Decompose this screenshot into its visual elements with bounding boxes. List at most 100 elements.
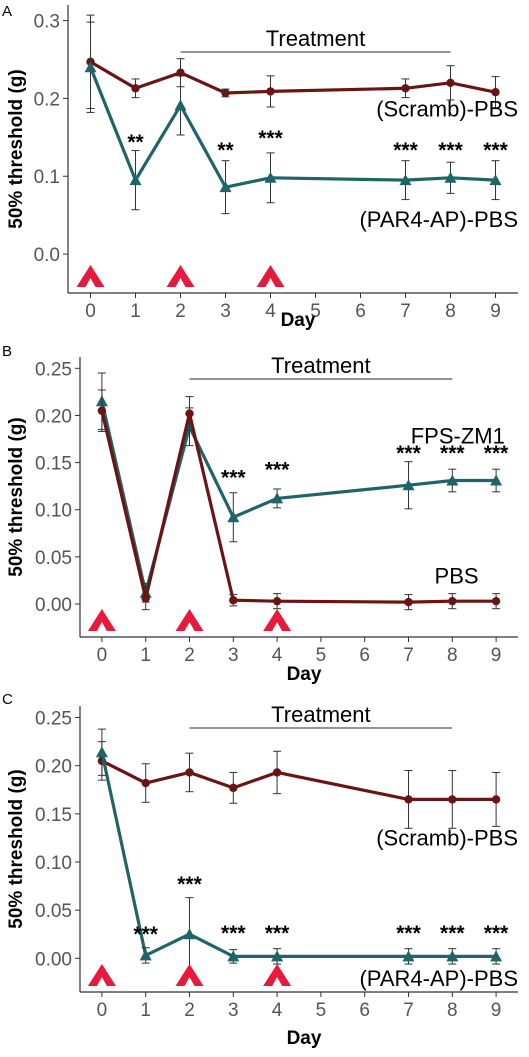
significance-label: *** (265, 922, 290, 945)
data-point (97, 406, 107, 415)
data-point (446, 78, 455, 88)
significance-label: *** (484, 442, 509, 465)
y-tick-label: 0.25 (35, 709, 72, 730)
data-point (183, 928, 196, 940)
y-tick-label: 0.3 (34, 12, 60, 33)
x-tick-label: 7 (403, 645, 414, 666)
data-point (176, 68, 185, 77)
x-tick-label: 0 (85, 301, 96, 322)
y-tick-label: 0.00 (35, 949, 72, 970)
data-point (446, 474, 459, 486)
data-point (141, 594, 150, 603)
data-point (219, 181, 232, 193)
data-point (266, 87, 275, 96)
y-tick-label: 0.2 (34, 89, 60, 110)
data-point (272, 768, 282, 777)
x-tick-label: 0 (97, 645, 108, 666)
data-point (139, 949, 152, 961)
x-tick-label: 9 (490, 301, 501, 322)
injection-arrow (87, 964, 116, 986)
y-tick-label: 0.0 (34, 245, 60, 266)
injection-arrow (263, 609, 292, 631)
x-tick-label: 1 (130, 301, 141, 322)
data-point (129, 174, 142, 186)
data-point (174, 99, 187, 111)
data-point (489, 174, 502, 186)
injection-arrow (256, 265, 285, 287)
significance-label: *** (396, 922, 421, 945)
data-point (401, 84, 410, 93)
x-tick-label: 7 (400, 301, 411, 322)
significance-label: *** (221, 466, 246, 489)
data-point (221, 88, 230, 98)
x-tick-label: 8 (447, 1000, 458, 1021)
series--par4-ap-pbs: (PAR4-AP)-PBS (84, 21, 518, 232)
x-tick-label: 5 (316, 1000, 327, 1021)
data-point (185, 409, 194, 418)
y-tick-label: 0.10 (35, 853, 72, 874)
significance-label: *** (258, 127, 283, 150)
y-axis-title: 50% threshold (g) (6, 69, 27, 228)
data-point (95, 746, 108, 758)
significance-label: *** (265, 459, 290, 482)
data-point (402, 950, 415, 962)
y-tick-label: 0.15 (35, 805, 72, 826)
x-tick-label: 7 (403, 1000, 414, 1021)
x-tick-label: 3 (228, 1000, 239, 1021)
x-tick-label: 5 (316, 645, 327, 666)
series-line (89, 60, 496, 95)
series-label: FPS-ZM1 (411, 424, 505, 449)
axes: 0.00 0.05 0.10 0.15 0.20 0.25 0 1 2 3 4 5 6 7 8 9 (35, 357, 518, 666)
data-point (264, 171, 277, 183)
data-point (141, 778, 150, 788)
data-point (271, 950, 284, 962)
data-point (491, 87, 500, 97)
series-line (89, 66, 496, 189)
significance-label: *** (221, 922, 246, 945)
x-tick-label: 2 (184, 645, 195, 666)
data-point (229, 783, 238, 793)
panel-letter: C (2, 691, 13, 708)
x-tick-label: 9 (491, 1000, 502, 1021)
data-point (271, 492, 284, 504)
x-tick-label: 5 (310, 301, 321, 322)
data-point (227, 511, 240, 523)
data-point (131, 84, 140, 93)
data-point (399, 174, 412, 186)
axes: 0.00 0.05 0.10 0.15 0.20 0.25 0 1 2 3 4 5 6 7 8 9 (35, 706, 518, 1021)
x-tick-label: 2 (175, 301, 186, 322)
series-label: (Scramb)-PBS (376, 96, 518, 121)
x-tick-label: 8 (447, 645, 458, 666)
panel-a: A 0.0 0.1 0.2 0.3 0 1 2 3 4 5 6 7 8 9 Day 50% threshold … (2, 3, 518, 331)
significance-label: ** (217, 139, 234, 162)
data-point (490, 950, 503, 962)
treatment-label: Treatment (271, 702, 370, 727)
x-tick-label: 1 (140, 1000, 151, 1021)
y-tick-label: 0.25 (35, 359, 72, 380)
significance-label: *** (177, 873, 202, 896)
data-point (84, 61, 97, 73)
data-point (446, 950, 459, 962)
series-label: (PAR4-AP)-PBS (359, 207, 518, 232)
x-axis-title: Day (287, 1028, 322, 1049)
significance-label: *** (393, 139, 418, 162)
series--par4-ap-pbs: (PAR4-AP)-PBS (95, 728, 518, 991)
data-point (444, 171, 457, 183)
y-axis-title: 50% threshold (g) (6, 769, 27, 928)
data-point (185, 768, 194, 777)
significance-label: ** (127, 131, 144, 154)
significance-label: *** (483, 139, 508, 162)
x-tick-label: 4 (265, 301, 276, 322)
x-tick-label: 8 (445, 301, 456, 322)
data-point (229, 596, 238, 605)
significance-label: *** (438, 139, 463, 162)
x-tick-label: 4 (272, 645, 283, 666)
data-point (404, 597, 413, 607)
data-point (227, 950, 240, 962)
y-tick-label: 0.1 (34, 167, 60, 188)
data-point (491, 596, 501, 606)
x-tick-label: 4 (272, 1000, 283, 1021)
data-point (491, 795, 501, 804)
x-tick-label: 3 (220, 301, 231, 322)
treatment-label: Treatment (266, 26, 365, 51)
